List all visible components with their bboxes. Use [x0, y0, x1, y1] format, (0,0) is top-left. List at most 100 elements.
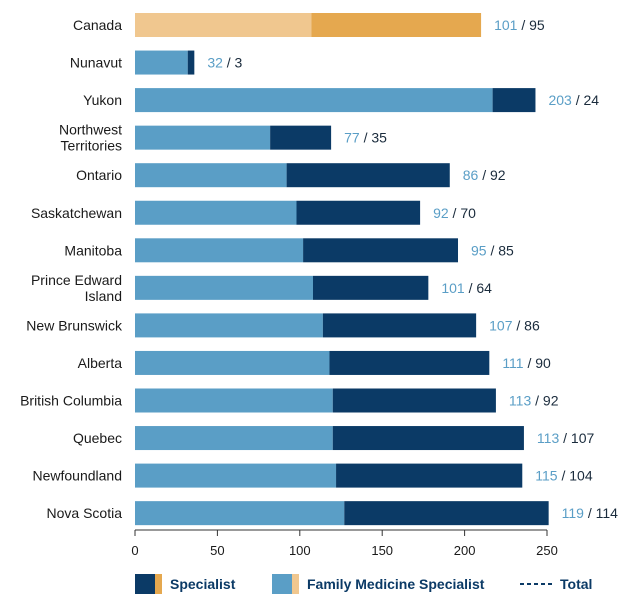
category-label-line: Quebec	[73, 430, 122, 446]
x-tick-label: 150	[371, 543, 393, 558]
bar-family-medicine	[135, 350, 330, 375]
bars-layer	[135, 13, 549, 526]
category-label-line: Canada	[73, 17, 122, 33]
bar-family-medicine	[135, 388, 333, 413]
value-label-specialist: / 35	[360, 130, 387, 146]
legend: Specialist Family Medicine Specialist Tota…	[135, 574, 592, 594]
x-axis: 0 50 100 150 200 250	[131, 529, 558, 558]
category-label: Nova Scotia	[47, 505, 123, 521]
value-label-family-medicine: 111	[502, 355, 523, 371]
category-label: Northwest Territories	[59, 122, 122, 154]
category-label-line: Prince Edward	[31, 272, 122, 288]
value-label-specialist: / 85	[487, 242, 514, 258]
value-label: 107 / 86	[489, 317, 540, 333]
category-label-line: Nunavut	[70, 55, 122, 71]
value-label: 119 / 114	[562, 505, 619, 521]
value-label: 32 / 3	[207, 55, 242, 71]
legend-label: Total	[560, 576, 592, 592]
category-label: Saskatchewan	[31, 205, 122, 221]
value-label-family-medicine: 101	[441, 280, 465, 296]
category-label: Nunavut	[70, 55, 122, 71]
category-label-line: Island	[85, 288, 122, 304]
x-tick-label: 100	[289, 543, 311, 558]
value-label-specialist: / 95	[517, 17, 544, 33]
value-labels: 101 / 95 32 / 3 203 / 24 77 / 35 86 / 92 92 /…	[207, 17, 618, 521]
category-label: Alberta	[78, 355, 123, 371]
value-label-family-medicine: 32	[207, 55, 223, 71]
legend-swatch	[135, 574, 155, 594]
category-label-line: British Columbia	[20, 393, 122, 409]
value-label-family-medicine: 101	[494, 17, 518, 33]
bar-specialist	[329, 350, 490, 375]
bar-specialist	[286, 163, 450, 188]
bar-family-medicine	[135, 200, 297, 225]
value-label-specialist: / 24	[572, 92, 599, 108]
x-tick-label: 200	[454, 543, 476, 558]
bar-specialist	[312, 275, 429, 300]
category-label: British Columbia	[20, 393, 122, 409]
category-label-line: Ontario	[76, 167, 122, 183]
bar-specialist	[332, 388, 496, 413]
value-label: 203 / 24	[548, 92, 599, 108]
value-label-family-medicine: 203	[548, 92, 572, 108]
bar-family-medicine	[135, 50, 188, 75]
bar-specialist	[270, 125, 332, 150]
value-label-family-medicine: 107	[489, 317, 513, 333]
bar-specialist	[332, 426, 524, 451]
legend-swatch-highlight	[155, 574, 162, 594]
value-label: 77 / 35	[344, 130, 387, 146]
bar-family-medicine	[135, 125, 271, 150]
category-label: Quebec	[73, 430, 122, 446]
category-label-line: Yukon	[83, 92, 122, 108]
category-label: Ontario	[76, 167, 122, 183]
value-label-family-medicine: 95	[471, 242, 487, 258]
bar-family-medicine	[135, 88, 493, 113]
bar-specialist	[187, 50, 195, 75]
value-label-specialist: / 70	[449, 205, 476, 221]
value-label-family-medicine: 119	[562, 505, 585, 521]
category-label-line: New Brunswick	[26, 317, 123, 333]
legend-swatch-highlight	[292, 574, 299, 594]
value-label-specialist: / 86	[512, 317, 539, 333]
category-label: Prince Edward Island	[31, 272, 122, 304]
x-tick-label: 250	[536, 543, 558, 558]
bar-family-medicine	[135, 163, 287, 188]
bar-specialist	[492, 88, 536, 113]
value-label: 113 / 92	[509, 393, 559, 409]
category-label: Newfoundland	[32, 468, 122, 484]
bar-specialist	[311, 13, 482, 37]
value-label-family-medicine: 113	[537, 430, 560, 446]
value-label-family-medicine: 92	[433, 205, 449, 221]
value-label-family-medicine: 115	[535, 468, 558, 484]
category-labels: Canada Nunavut Yukon Northwest Territories On…	[20, 17, 123, 521]
value-label: 101 / 64	[441, 280, 492, 296]
value-label-specialist: / 90	[524, 355, 551, 371]
value-label: 101 / 95	[494, 17, 545, 33]
value-label-family-medicine: 113	[509, 393, 532, 409]
bar-specialist	[344, 501, 549, 526]
bar-specialist	[336, 463, 523, 488]
bar-family-medicine	[135, 426, 333, 451]
value-label: 92 / 70	[433, 205, 476, 221]
value-label-family-medicine: 86	[463, 167, 479, 183]
value-label-specialist: / 92	[531, 393, 558, 409]
value-label-specialist: / 3	[223, 55, 243, 71]
value-label-specialist: / 64	[465, 280, 492, 296]
value-label-family-medicine: 77	[344, 130, 360, 146]
bar-family-medicine	[135, 275, 313, 300]
category-label-line: Newfoundland	[32, 468, 122, 484]
x-tick-label: 50	[210, 543, 224, 558]
category-label-line: Northwest	[59, 122, 122, 138]
category-label: New Brunswick	[26, 317, 123, 333]
category-label-line: Territories	[61, 138, 122, 154]
value-label-specialist: / 92	[478, 167, 505, 183]
legend-label: Specialist	[170, 576, 236, 592]
category-label: Canada	[73, 17, 122, 33]
x-tick-label: 0	[131, 543, 138, 558]
value-label: 111 / 90	[502, 355, 551, 371]
bar-family-medicine	[135, 501, 345, 526]
category-label: Manitoba	[64, 242, 122, 258]
category-label-line: Manitoba	[64, 242, 122, 258]
bar-specialist	[296, 200, 421, 225]
